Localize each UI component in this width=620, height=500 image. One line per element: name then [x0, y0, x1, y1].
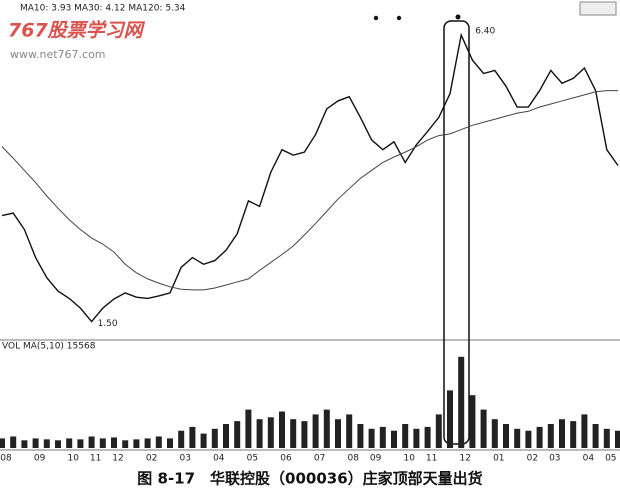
- marker-dot: [373, 15, 379, 21]
- volume-bar: [245, 409, 252, 448]
- x-tick-label: 07: [314, 454, 325, 464]
- x-tick-label: 11: [90, 454, 101, 464]
- volume-bar: [424, 426, 431, 448]
- price-line: [1, 32, 619, 323]
- volume-bar: [43, 439, 50, 448]
- volume-bar: [155, 436, 162, 448]
- volume-bar: [167, 438, 173, 448]
- volume-bar: [491, 419, 498, 448]
- volume-bar: [122, 440, 129, 448]
- volume-bar: [144, 438, 151, 448]
- x-tick-label: 10: [67, 454, 79, 464]
- volume-bar: [559, 419, 565, 448]
- corner-button: [579, 1, 617, 16]
- x-tick-label: 04: [213, 454, 225, 464]
- volume-bar: [335, 419, 341, 448]
- volume-bar: [66, 438, 73, 448]
- volume-bar: [200, 433, 207, 448]
- volume-bar: [480, 409, 487, 448]
- marker-dot: [455, 14, 461, 20]
- volume-title: VOL MA(5,10) 15568: [2, 342, 96, 352]
- volume-bar: [301, 421, 308, 448]
- volume-bar: [32, 438, 39, 448]
- volume-bar: [368, 428, 375, 448]
- x-tick-label: 08: [0, 454, 12, 464]
- volume-bar: [547, 424, 554, 448]
- x-tick-label: 01: [493, 454, 504, 464]
- volume-bar: [514, 428, 521, 448]
- volume-bar: [570, 421, 577, 448]
- high-label: 6.40: [475, 27, 495, 37]
- volume-bar: [312, 414, 319, 448]
- volume-bar: [379, 426, 386, 448]
- volume-bar: [323, 409, 330, 448]
- volume-bar: [279, 411, 285, 448]
- x-tick-label: 02: [527, 454, 538, 464]
- x-tick-label: 05: [247, 454, 258, 464]
- volume-bar: [133, 439, 140, 448]
- x-tick-label: 09: [34, 454, 46, 464]
- volume-bar: [391, 430, 397, 448]
- volume-bar: [267, 417, 274, 448]
- x-tick-label: 03: [179, 454, 190, 464]
- volume-bar: [88, 436, 95, 448]
- caption: 图 8-17 华联控股（000036）庄家顶部天量出货: [137, 470, 482, 488]
- volume-bar: [189, 426, 196, 448]
- ma-line: [1, 90, 618, 291]
- x-tick-label: 02: [146, 454, 157, 464]
- volume-bar: [603, 428, 610, 448]
- volume-bar: [458, 356, 465, 448]
- volume-bar: [223, 424, 229, 448]
- volume-bar: [357, 424, 364, 448]
- volume-bar: [178, 430, 185, 448]
- marker-dot: [396, 15, 402, 21]
- volume-bar: [99, 438, 106, 448]
- volume-bar: [435, 414, 442, 448]
- x-tick-label: 11: [426, 454, 437, 464]
- volume-bar: [10, 436, 17, 448]
- x-tick-label: 05: [605, 454, 616, 464]
- volume-bar: [256, 419, 263, 448]
- x-tick-label: 06: [280, 454, 292, 464]
- volume-bar: [447, 390, 453, 448]
- volume-bar: [0, 438, 5, 448]
- x-tick-label: 12: [459, 454, 470, 464]
- volume-bar: [592, 424, 599, 448]
- volume-bar: [234, 421, 241, 448]
- watermark-url: www.net767.com: [10, 48, 106, 61]
- highlight-box: [443, 20, 470, 445]
- x-tick-label: 03: [549, 454, 560, 464]
- volume-bar: [211, 428, 218, 448]
- volume-bar: [77, 439, 84, 448]
- x-tick-label: 10: [403, 454, 415, 464]
- volume-bar: [346, 414, 353, 448]
- ma-legend: MA10: 3.93 MA30: 4.12 MA120: 5.34: [20, 4, 186, 14]
- volume-bar: [111, 437, 117, 448]
- x-tick-label: 09: [370, 454, 382, 464]
- x-tick-label: 04: [583, 454, 595, 464]
- volume-bar: [21, 440, 28, 448]
- volume-bar: [581, 414, 588, 448]
- volume-bar: [290, 419, 297, 448]
- volume-bar: [615, 430, 620, 448]
- volume-bar: [503, 424, 509, 448]
- watermark-title: 767股票学习网: [8, 20, 146, 42]
- volume-bar: [525, 430, 532, 448]
- x-tick-label: 08: [347, 454, 359, 464]
- volume-bar: [402, 424, 409, 448]
- volume-bar: [55, 440, 61, 448]
- volume-bar: [413, 428, 420, 448]
- volume-bar: [536, 426, 543, 448]
- x-tick-label: 12: [112, 454, 123, 464]
- low-label: 1.50: [98, 319, 118, 329]
- volume-bar: [469, 395, 476, 448]
